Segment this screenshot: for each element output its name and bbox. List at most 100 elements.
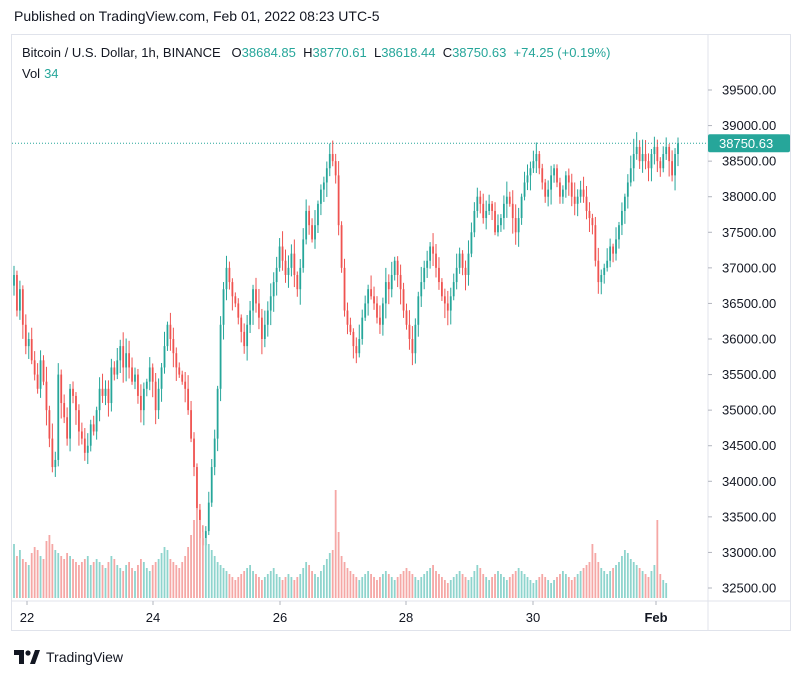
candle-body	[494, 210, 496, 233]
y-tick-label: 38000.00	[722, 189, 776, 204]
candle-body	[169, 324, 172, 339]
volume-bar	[396, 577, 399, 598]
candle-body	[237, 303, 240, 318]
candle-body	[514, 218, 517, 233]
candle-body	[148, 367, 151, 382]
published-caption: Published on TradingView.com, Feb 01, 20…	[14, 8, 380, 24]
volume-bar	[252, 571, 254, 598]
volume-bar	[169, 559, 172, 598]
volume-bar	[89, 565, 92, 598]
candle-body	[452, 282, 455, 297]
volume-legend: Vol 34	[22, 66, 59, 81]
volume-bar	[367, 571, 370, 598]
candle-body	[647, 161, 650, 169]
candle-body	[520, 196, 523, 219]
candle-body	[591, 218, 594, 226]
tradingview-logo[interactable]: TradingView	[14, 648, 123, 666]
candle-body	[302, 239, 305, 268]
candle-body	[674, 154, 676, 176]
volume-bar	[243, 571, 246, 598]
candle-body	[438, 267, 440, 283]
volume-bar	[125, 565, 128, 598]
volume-bar	[526, 577, 529, 598]
candle-body	[370, 289, 372, 297]
candle-body	[393, 260, 396, 275]
candle-body	[396, 260, 399, 275]
volume-bar	[641, 571, 644, 598]
candle-body	[166, 324, 169, 347]
volume-bar	[299, 574, 302, 598]
candle-body	[426, 260, 429, 268]
volume-bar	[376, 580, 378, 598]
candle-body	[328, 154, 331, 169]
candle-body	[104, 388, 107, 396]
candle-body	[390, 274, 393, 290]
volume-bar	[603, 571, 606, 598]
volume-bar	[60, 556, 63, 598]
candle-body	[243, 331, 246, 347]
candle-body	[320, 189, 322, 204]
candle-body	[606, 260, 609, 268]
candle-body	[252, 289, 254, 311]
candle-body	[216, 388, 219, 439]
volume-bar	[92, 562, 95, 598]
volume-bar	[650, 571, 653, 598]
volume-bar	[621, 556, 623, 598]
volume-bar	[119, 568, 122, 598]
volume-bar	[320, 571, 322, 598]
volume-bar	[231, 577, 234, 598]
volume-bar	[529, 580, 532, 598]
candle-body	[225, 267, 228, 290]
volume-bar	[278, 577, 281, 598]
volume-bar	[328, 553, 331, 598]
volume-bar	[438, 574, 440, 598]
volume-bar	[517, 568, 520, 598]
candle-body	[151, 367, 154, 382]
volume-bar	[417, 580, 420, 598]
candle-body	[641, 154, 644, 162]
volume-bar	[181, 562, 184, 598]
candle-body	[588, 210, 591, 219]
candle-body	[60, 374, 63, 404]
volume-bar	[266, 574, 269, 598]
candle-body	[408, 324, 411, 339]
volume-bar	[172, 562, 175, 598]
volume-bar	[255, 574, 257, 598]
candle-body	[337, 175, 340, 226]
volume-bar	[656, 520, 659, 598]
volume-bar	[154, 562, 157, 598]
volume-bar	[263, 577, 266, 598]
candle-body	[284, 260, 287, 275]
candle-body	[446, 303, 449, 311]
volume-bar	[591, 544, 594, 598]
volume-bar	[305, 562, 308, 598]
volume-bar	[576, 574, 579, 598]
volume-bar	[104, 568, 107, 598]
candle-body	[92, 424, 95, 432]
candle-body	[308, 210, 311, 226]
candle-body	[632, 154, 635, 169]
candle-body	[33, 360, 36, 375]
volume-bar	[36, 550, 39, 598]
candle-body	[95, 410, 98, 432]
candle-body	[623, 196, 626, 211]
candle-body	[376, 303, 378, 318]
candle-body	[317, 203, 319, 226]
candle-body	[322, 182, 325, 190]
candle-body	[467, 253, 470, 275]
y-tick-label: 32500.00	[722, 581, 776, 596]
candle-body	[653, 146, 656, 155]
candle-body	[585, 196, 588, 211]
candle-body	[213, 438, 216, 468]
volume-bar	[567, 577, 570, 598]
candle-body	[603, 267, 606, 275]
candle-body	[160, 367, 163, 389]
candle-body	[485, 210, 488, 219]
candle-body	[63, 403, 66, 418]
candle-body	[677, 143, 679, 155]
candle-body	[190, 410, 192, 439]
y-tick-label: 37000.00	[722, 260, 776, 275]
volume-bar	[618, 562, 620, 598]
volume-bar	[225, 571, 228, 598]
